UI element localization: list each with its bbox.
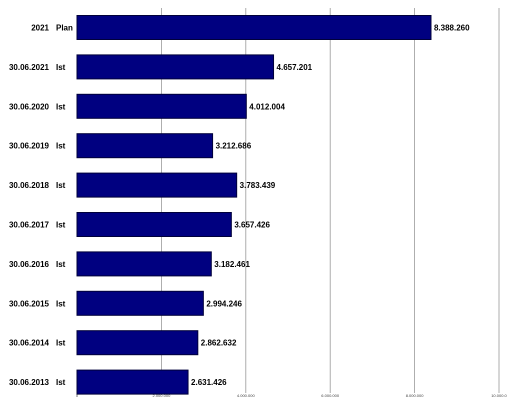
category-type-label: Ist — [56, 339, 66, 348]
bar-value-label: 8.388.260 — [434, 24, 470, 33]
bar — [76, 290, 204, 316]
bar — [76, 251, 212, 277]
category-date-label: 30.06.2017 — [9, 221, 50, 230]
category-date-label: 2021 — [31, 24, 49, 33]
category-date-label: 30.06.2019 — [9, 142, 50, 151]
category-date-label: 30.06.2015 — [9, 299, 50, 308]
bar — [76, 93, 247, 119]
category-type-label: Ist — [56, 221, 66, 230]
bar-value-label: 2.862.632 — [201, 339, 237, 348]
category-type-label: Plan — [56, 24, 73, 33]
x-tick-label: 10.000.0 — [491, 393, 507, 398]
category-date-label: 30.06.2014 — [9, 339, 50, 348]
bar-value-label: 3.182.461 — [214, 260, 250, 269]
x-tick-label: 6.000.000 — [321, 393, 340, 398]
bar-value-label: 4.657.201 — [277, 63, 313, 72]
category-type-label: Ist — [56, 260, 66, 269]
bar-value-label: 2.994.246 — [206, 299, 242, 308]
x-tick-label: 0 — [76, 393, 79, 398]
category-date-label: 30.06.2020 — [9, 102, 50, 111]
x-tick-label: 2.000.000 — [153, 393, 172, 398]
bar — [76, 172, 238, 198]
x-axis-ticks: 0 2.000.000 4.000.000 6.000.000 8.000.000 10.… — [76, 393, 507, 398]
category-type-label: Ist — [56, 378, 66, 387]
labels: 8.388.260 2021 Plan 4.657.201 30.06.2021 Ist 4… — [9, 24, 470, 388]
x-tick-label: 4.000.000 — [237, 393, 256, 398]
category-date-label: 30.06.2013 — [9, 378, 50, 387]
category-type-label: Ist — [56, 299, 66, 308]
category-type-label: Ist — [56, 181, 66, 190]
x-tick-label: 8.000.000 — [406, 393, 425, 398]
category-type-label: Ist — [56, 63, 66, 72]
bar-value-label: 3.783.439 — [240, 181, 276, 190]
category-type-label: Ist — [56, 142, 66, 151]
bar — [76, 133, 214, 159]
bar-value-label: 3.657.426 — [234, 221, 270, 230]
category-date-label: 30.06.2016 — [9, 260, 50, 269]
bar — [76, 54, 275, 80]
bar — [76, 212, 232, 237]
bar — [76, 15, 432, 40]
bar-value-label: 3.212.686 — [216, 142, 252, 151]
bar — [76, 330, 199, 356]
bar — [76, 369, 189, 395]
bar-value-label: 4.012.004 — [249, 102, 285, 111]
category-date-label: 30.06.2021 — [9, 63, 50, 72]
bar-value-label: 2.631.426 — [191, 378, 227, 387]
category-type-label: Ist — [56, 102, 66, 111]
bars — [76, 15, 432, 395]
category-date-label: 30.06.2018 — [9, 181, 50, 190]
